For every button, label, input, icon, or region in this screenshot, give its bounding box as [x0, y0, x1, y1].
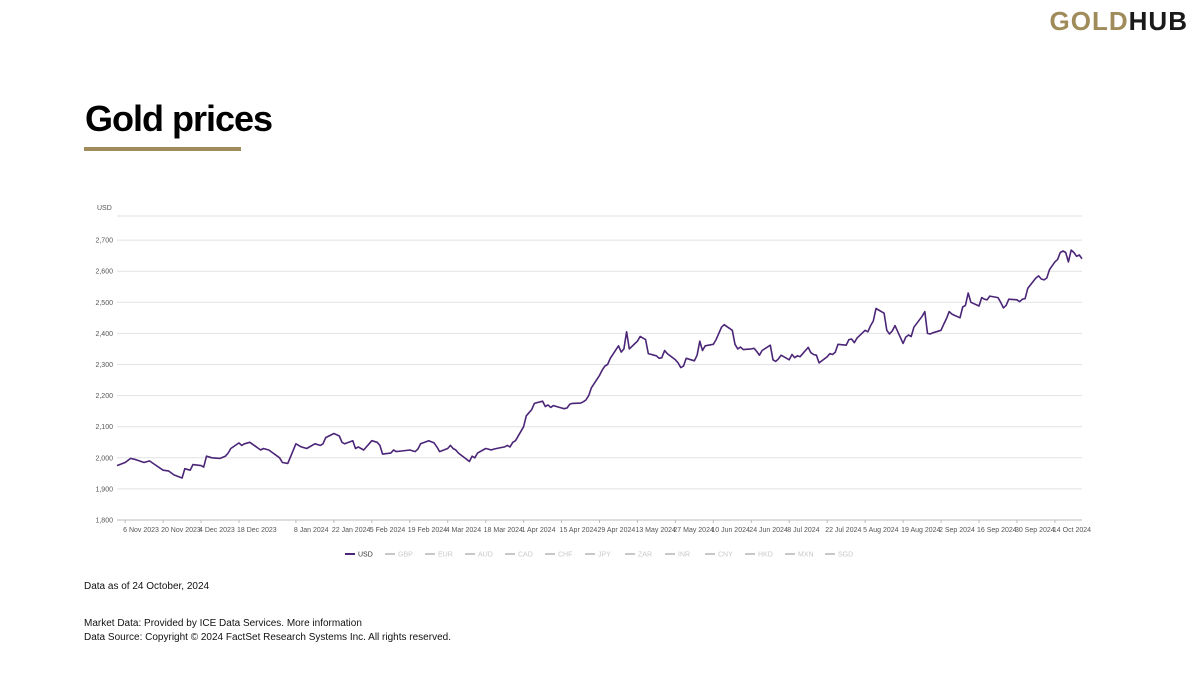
legend-item-inr[interactable]: INR [678, 552, 690, 559]
x-tick-label: 22 Jan 2024 [332, 527, 371, 534]
legend-item-zar[interactable]: ZAR [638, 552, 652, 559]
gold-price-chart[interactable]: 1,800 1,900 2,000 2,100 2,200 2,300 2,400 2,500… [0, 195, 1200, 565]
x-tick-label: 8 Jul 2024 [787, 527, 819, 534]
x-tick-label: 4 Mar 2024 [446, 527, 482, 534]
x-tick-label: 19 Aug 2024 [901, 527, 940, 534]
y-tick-label: 1,900 [95, 486, 113, 493]
x-tick-label: 8 Jan 2024 [294, 527, 329, 534]
goldhub-logo[interactable]: GOLDHUB [1050, 6, 1188, 37]
y-tick-label: 2,300 [95, 362, 113, 369]
usd-series-line [116, 249, 1083, 479]
y-tick-label: 1,800 [95, 518, 113, 525]
y-tick-label: 2,400 [95, 331, 113, 338]
legend-item-jpy[interactable]: JPY [598, 552, 611, 559]
x-tick-label: 14 Oct 2024 [1053, 527, 1091, 534]
legend-item-eur[interactable]: EUR [438, 552, 453, 559]
logo-hub-text: HUB [1128, 6, 1188, 36]
x-tick-label: 18 Mar 2024 [484, 527, 523, 534]
legend-item-sgd[interactable]: SGD [838, 552, 853, 559]
x-tick-label: 5 Aug 2024 [863, 527, 899, 534]
x-tick-label: 1 Apr 2024 [522, 527, 556, 534]
legend-item-hkd[interactable]: HKD [758, 552, 773, 559]
x-tick-label: 6 Nov 2023 [123, 527, 159, 534]
x-tick-label: 29 Apr 2024 [598, 527, 636, 534]
x-tick-label: 18 Dec 2023 [237, 527, 277, 534]
x-tick-label: 16 Sep 2024 [977, 527, 1017, 534]
y-axis-label: USD [97, 205, 112, 212]
x-tick-label: 22 Jul 2024 [825, 527, 861, 534]
x-tick-label: 2 Sep 2024 [939, 527, 975, 534]
x-tick-label: 4 Dec 2023 [199, 527, 235, 534]
y-tick-label: 2,500 [95, 300, 113, 307]
y-tick-label: 2,700 [95, 238, 113, 245]
y-tick-label: 2,600 [95, 269, 113, 276]
y-tick-label: 2,200 [95, 393, 113, 400]
logo-gold-text: GOLD [1049, 6, 1129, 36]
legend-item-gbp[interactable]: GBP [398, 552, 413, 559]
x-tick-label: 10 Jun 2024 [711, 527, 750, 534]
x-tick-label: 15 Apr 2024 [560, 527, 598, 534]
legend-item-chf[interactable]: CHF [558, 552, 572, 559]
x-tick-label: 27 May 2024 [673, 527, 714, 534]
data-as-of: Data as of 24 October, 2024 [84, 581, 210, 592]
legend-item-aud[interactable]: AUD [478, 552, 493, 559]
x-tick-label: 13 May 2024 [635, 527, 676, 534]
y-tick-label: 2,000 [95, 455, 113, 462]
legend-item-cny[interactable]: CNY [718, 552, 733, 559]
market-data-note: Market Data: Provided by ICE Data Servic… [84, 618, 362, 629]
title-underline [84, 147, 241, 151]
x-tick-label: 5 Feb 2024 [370, 527, 406, 534]
x-tick-label: 24 Jun 2024 [749, 527, 788, 534]
legend-item-cad[interactable]: CAD [518, 552, 533, 559]
y-tick-label: 2,100 [95, 424, 113, 431]
x-tick-label: 20 Nov 2023 [161, 527, 201, 534]
page-title: Gold prices [85, 98, 273, 139]
x-tick-label: 30 Sep 2024 [1015, 527, 1055, 534]
legend-item-mxn[interactable]: MXN [798, 552, 814, 559]
data-source-note: Data Source: Copyright © 2024 FactSet Re… [84, 632, 451, 643]
legend-item-usd[interactable]: USD [358, 552, 373, 559]
x-tick-label: 19 Feb 2024 [408, 527, 447, 534]
